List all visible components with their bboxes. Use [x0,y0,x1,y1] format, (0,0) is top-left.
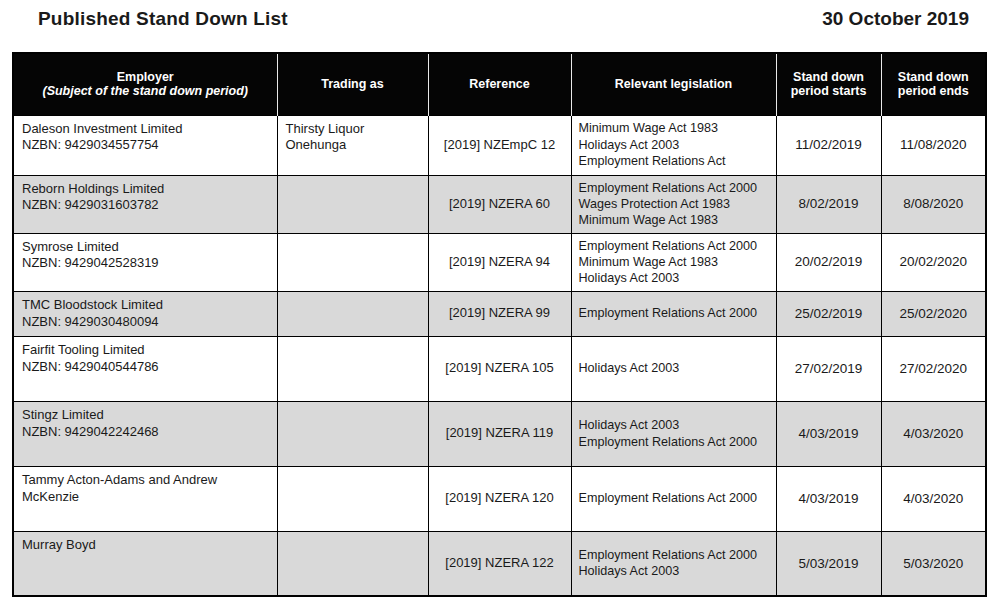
employer-cell: Murray Boyd [13,531,277,596]
period-ends-cell: 20/02/2020 [881,233,986,291]
trading-as-cell [277,401,428,466]
employer-name: Murray Boyd [22,537,269,554]
legislation-cell: Employment Relations Act 2000 Minimum Wa… [571,233,776,291]
table-row: Tammy Acton-Adams and Andrew McKenzie [2… [13,466,986,531]
reference-cell: [2019] NZERA 60 [428,175,571,233]
document-header: Published Stand Down List 30 October 201… [0,0,995,52]
period-ends-cell: 25/02/2020 [881,291,986,336]
reference-cell: [2019] NZERA 122 [428,531,571,596]
trading-as-cell [277,233,428,291]
employer-nzbn: NZBN: 9429042242468 [22,424,269,441]
employer-cell: Stingz LimitedNZBN: 9429042242468 [13,401,277,466]
column-header-reference: Reference [428,53,571,115]
column-header-employer: Employer (Subject of the stand down peri… [13,53,277,115]
trading-as-cell [277,291,428,336]
legislation-cell: Minimum Wage Act 1983 Holidays Act 2003 … [571,115,776,175]
period-ends-cell: 4/03/2020 [881,401,986,466]
reference-cell: [2019] NZERA 99 [428,291,571,336]
employer-cell: Daleson Investment LimitedNZBN: 94290345… [13,115,277,175]
trading-as-cell [277,466,428,531]
employer-nzbn: NZBN: 9429031603782 [22,197,269,214]
reference-cell: [2019] NZERA 120 [428,466,571,531]
period-starts-cell: 8/02/2019 [776,175,881,233]
column-header-trading-as: Trading as [277,53,428,115]
page-title: Published Stand Down List [38,8,288,30]
table-row: Stingz LimitedNZBN: 9429042242468 [2019]… [13,401,986,466]
table-header-row: Employer (Subject of the stand down peri… [13,53,986,115]
column-header-legislation: Relevant legislation [571,53,776,115]
table-row: Murray Boyd [2019] NZERA 122 Employment … [13,531,986,596]
period-starts-cell: 20/02/2019 [776,233,881,291]
employer-name: Fairfit Tooling Limited [22,342,269,359]
table-row: Fairfit Tooling LimitedNZBN: 94290405447… [13,336,986,401]
table-row: Symrose LimitedNZBN: 9429042528319 [2019… [13,233,986,291]
employer-cell: TMC Bloodstock LimitedNZBN: 942903048009… [13,291,277,336]
column-header-period-ends: Stand down period ends [881,53,986,115]
legislation-cell: Employment Relations Act 2000 Holidays A… [571,531,776,596]
period-ends-cell: 8/08/2020 [881,175,986,233]
document-date: 30 October 2019 [822,8,969,30]
employer-name: Tammy Acton-Adams and Andrew McKenzie [22,472,269,506]
reference-cell: [2019] NZERA 94 [428,233,571,291]
column-header-period-starts: Stand down period starts [776,53,881,115]
employer-cell: Tammy Acton-Adams and Andrew McKenzie [13,466,277,531]
period-ends-cell: 5/03/2020 [881,531,986,596]
employer-nzbn: NZBN: 9429040544786 [22,359,269,376]
period-starts-cell: 4/03/2019 [776,401,881,466]
legislation-cell: Holidays Act 2003 [571,336,776,401]
trading-as-cell: Thirsty Liquor Onehunga [277,115,428,175]
employer-name: Stingz Limited [22,407,269,424]
table-row: TMC Bloodstock LimitedNZBN: 942903048009… [13,291,986,336]
legislation-cell: Employment Relations Act 2000 Wages Prot… [571,175,776,233]
trading-as-cell [277,175,428,233]
employer-name: Symrose Limited [22,239,269,256]
period-ends-cell: 4/03/2020 [881,466,986,531]
employer-name: TMC Bloodstock Limited [22,297,269,314]
legislation-cell: Employment Relations Act 2000 [571,291,776,336]
employer-cell: Fairfit Tooling LimitedNZBN: 94290405447… [13,336,277,401]
reference-cell: [2019] NZERA 119 [428,401,571,466]
employer-cell: Reborn Holdings LimitedNZBN: 94290316037… [13,175,277,233]
legislation-cell: Holidays Act 2003 Employment Relations A… [571,401,776,466]
employer-name: Daleson Investment Limited [22,121,269,138]
trading-as-cell [277,531,428,596]
period-ends-cell: 11/08/2020 [881,115,986,175]
employer-name: Reborn Holdings Limited [22,181,269,198]
period-starts-cell: 27/02/2019 [776,336,881,401]
reference-cell: [2019] NZEmpC 12 [428,115,571,175]
period-starts-cell: 25/02/2019 [776,291,881,336]
stand-down-table: Employer (Subject of the stand down peri… [12,52,987,597]
table-row: Daleson Investment LimitedNZBN: 94290345… [13,115,986,175]
column-header-employer-label: Employer [117,70,174,84]
employer-nzbn: NZBN: 9429042528319 [22,255,269,272]
period-starts-cell: 11/02/2019 [776,115,881,175]
document-page: Published Stand Down List 30 October 201… [0,0,995,602]
employer-nzbn: NZBN: 9429030480094 [22,314,269,331]
employer-nzbn: NZBN: 9429034557754 [22,137,269,154]
reference-cell: [2019] NZERA 105 [428,336,571,401]
employer-cell: Symrose LimitedNZBN: 9429042528319 [13,233,277,291]
period-starts-cell: 5/03/2019 [776,531,881,596]
legislation-cell: Employment Relations Act 2000 [571,466,776,531]
table-row: Reborn Holdings LimitedNZBN: 94290316037… [13,175,986,233]
period-ends-cell: 27/02/2020 [881,336,986,401]
trading-as-cell [277,336,428,401]
period-starts-cell: 4/03/2019 [776,466,881,531]
column-header-employer-subtitle: (Subject of the stand down period) [22,84,269,98]
